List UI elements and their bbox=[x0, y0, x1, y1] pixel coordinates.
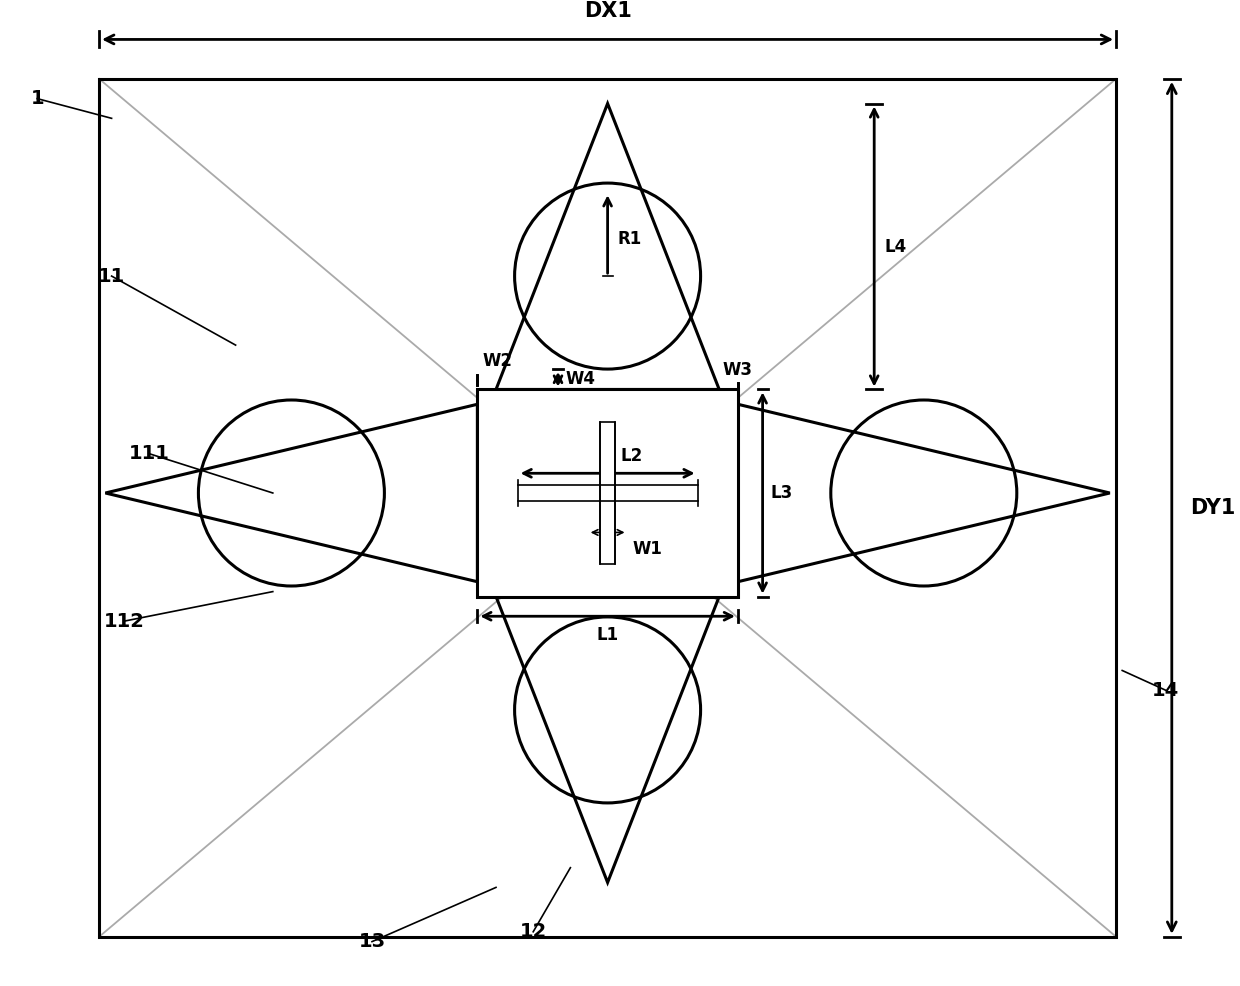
Text: L1: L1 bbox=[596, 626, 619, 644]
Text: R1: R1 bbox=[618, 230, 642, 247]
Text: 12: 12 bbox=[520, 922, 547, 942]
Text: L3: L3 bbox=[770, 484, 792, 502]
Text: DY1: DY1 bbox=[1190, 498, 1235, 518]
Text: W3: W3 bbox=[723, 362, 753, 380]
Bar bbox=[600, 422, 615, 564]
Text: L2: L2 bbox=[620, 448, 642, 465]
Text: W4: W4 bbox=[565, 371, 596, 388]
Text: 1: 1 bbox=[31, 89, 43, 108]
Text: 111: 111 bbox=[129, 444, 169, 463]
Text: L4: L4 bbox=[884, 238, 906, 255]
Text: 14: 14 bbox=[1152, 680, 1179, 700]
Text: DX1: DX1 bbox=[584, 1, 631, 22]
Text: W1: W1 bbox=[632, 540, 662, 558]
Text: 112: 112 bbox=[104, 611, 144, 631]
Bar bbox=[477, 389, 738, 597]
Text: 13: 13 bbox=[358, 932, 386, 951]
Bar bbox=[99, 79, 1116, 937]
Text: W2: W2 bbox=[482, 352, 512, 370]
Text: 11: 11 bbox=[98, 266, 125, 286]
